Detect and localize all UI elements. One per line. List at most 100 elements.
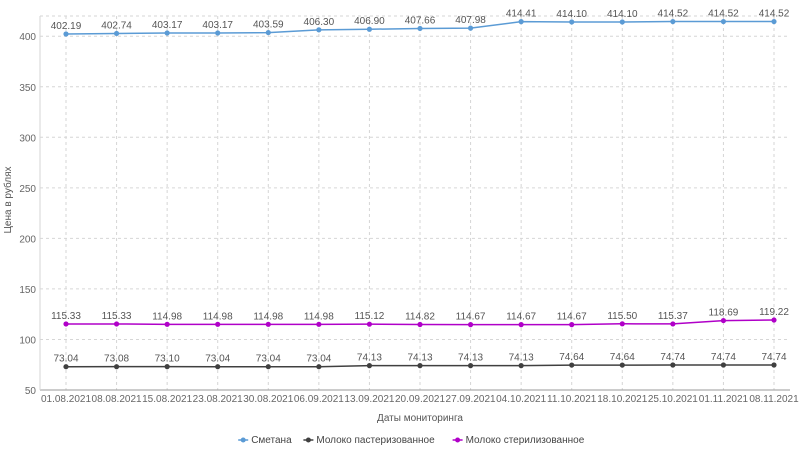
- data-point: [215, 30, 221, 36]
- data-label: 115.50: [607, 311, 637, 322]
- data-label: 414.10: [556, 9, 587, 20]
- legend-item: Молоко пастеризованное: [303, 435, 435, 446]
- data-point: [113, 364, 120, 370]
- data-label: 74.13: [357, 353, 382, 364]
- data-point: [518, 19, 524, 25]
- data-point: [670, 18, 676, 25]
- data-label: 407.98: [455, 15, 486, 26]
- data-label: 115.33: [102, 311, 132, 322]
- data-label: 406.90: [354, 16, 385, 27]
- data-label: 119.22: [759, 307, 789, 318]
- data-point: [113, 321, 120, 327]
- data-label: 118.69: [709, 308, 739, 319]
- data-point: [316, 27, 322, 33]
- series-group: [63, 18, 777, 370]
- x-tick-label: 25.10.2021: [648, 394, 698, 405]
- data-label: 407.66: [405, 15, 436, 26]
- data-label: 73.04: [53, 354, 78, 365]
- data-label: 74.64: [610, 352, 635, 363]
- data-point: [467, 363, 474, 369]
- y-axis-ticks: 50 100 150 200 250 300 350 400: [19, 32, 36, 397]
- data-point: [366, 363, 373, 369]
- x-tick-label: 15.08.2021: [142, 394, 192, 405]
- data-label: 73.08: [104, 354, 129, 365]
- data-point: [518, 322, 524, 328]
- data-point: [316, 364, 322, 370]
- data-label: 403.17: [202, 20, 233, 31]
- data-label: 114.82: [405, 311, 435, 322]
- x-tick-label: 06.09.2021: [294, 394, 344, 405]
- data-label: 73.04: [256, 354, 281, 365]
- data-point: [467, 322, 474, 328]
- y-tick-label: 350: [19, 83, 36, 94]
- data-point: [720, 362, 727, 368]
- data-point: [265, 321, 271, 327]
- data-label: 74.13: [509, 353, 534, 364]
- data-label: 114.67: [506, 312, 536, 323]
- data-point: [670, 362, 676, 368]
- data-label: 74.74: [761, 352, 786, 363]
- data-label: 114.67: [557, 312, 587, 323]
- y-tick-label: 400: [19, 32, 36, 43]
- data-point: [569, 322, 575, 328]
- data-point: [771, 317, 777, 323]
- data-point: [720, 18, 727, 25]
- data-point: [771, 18, 777, 25]
- data-point: [63, 321, 69, 327]
- legend-swatch-marker: [455, 437, 461, 443]
- y-axis-title: Цена в рублях: [2, 166, 14, 233]
- x-tick-label: 08.11.2021: [749, 394, 799, 405]
- data-label: 115.37: [658, 311, 688, 322]
- data-label: 403.59: [253, 20, 284, 31]
- data-label: 414.41: [506, 9, 537, 20]
- data-label: 74.13: [407, 353, 432, 364]
- data-labels: 402.19 402.74 403.17 403.17 403.59 406.30 406.…: [51, 9, 790, 365]
- x-tick-label: 08.08.2021: [92, 394, 142, 405]
- data-label: 114.98: [152, 311, 182, 322]
- data-point: [417, 321, 423, 328]
- data-label: 73.04: [205, 354, 230, 365]
- x-tick-label: 01.08.2021: [41, 394, 91, 405]
- data-point: [569, 362, 575, 368]
- x-tick-label: 01.11.2021: [699, 394, 749, 405]
- data-label: 114.67: [456, 312, 486, 323]
- data-point: [366, 26, 373, 32]
- data-point: [619, 321, 625, 327]
- data-point: [417, 363, 423, 369]
- x-axis-ticks: 01.08.2021 08.08.2021 15.08.2021 23.08.2021…: [41, 394, 799, 405]
- data-point: [164, 30, 170, 36]
- data-point: [316, 321, 322, 327]
- data-point: [619, 362, 625, 368]
- legend-item: Молоко стерилизованное: [452, 435, 585, 446]
- y-tick-label: 100: [19, 335, 36, 346]
- legend: Сметана Молоко пастеризованное Молоко стер…: [238, 435, 585, 446]
- data-point: [467, 25, 474, 31]
- data-label: 414.52: [708, 9, 739, 20]
- data-label: 74.74: [711, 352, 736, 363]
- data-label: 114.98: [253, 311, 283, 322]
- x-tick-label: 20.09.2021: [395, 394, 445, 405]
- data-label: 414.52: [759, 9, 790, 20]
- x-tick-label: 30.08.2021: [243, 394, 293, 405]
- data-label: 74.74: [660, 352, 685, 363]
- data-point: [569, 19, 575, 25]
- data-point: [670, 321, 676, 327]
- data-point: [771, 362, 777, 368]
- data-label: 114.98: [203, 311, 233, 322]
- data-label: 115.33: [51, 311, 81, 322]
- y-tick-label: 300: [19, 133, 36, 144]
- data-label: 403.17: [152, 20, 183, 31]
- data-point: [113, 30, 120, 37]
- data-point: [720, 317, 727, 324]
- y-tick-label: 250: [19, 184, 36, 195]
- data-point: [63, 364, 69, 370]
- y-tick-label: 50: [25, 386, 37, 397]
- data-point: [265, 29, 271, 36]
- data-point: [518, 363, 524, 369]
- data-point: [164, 364, 170, 370]
- data-point: [366, 321, 373, 327]
- data-point: [619, 19, 625, 25]
- data-label: 114.98: [304, 311, 334, 322]
- legend-label: Молоко стерилизованное: [466, 435, 585, 446]
